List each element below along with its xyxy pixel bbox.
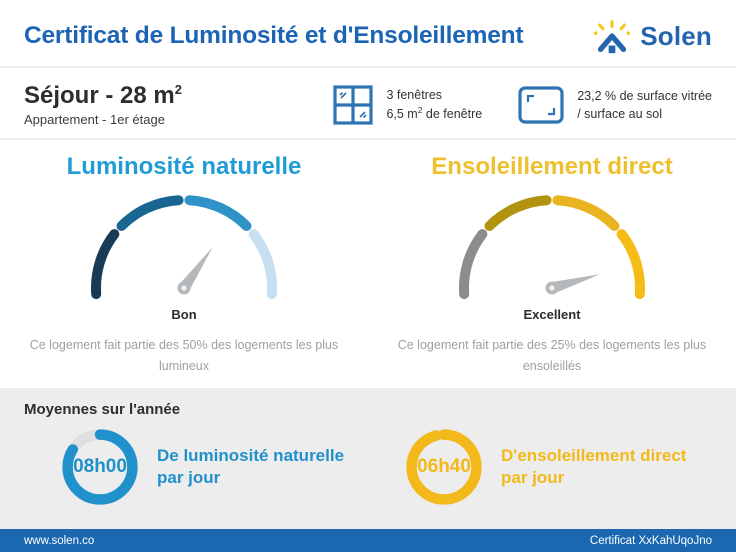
luminosity-hours: 08h00: [73, 456, 127, 477]
page-title: Certificat de Luminosité et d'Ensoleille…: [24, 22, 524, 49]
sunlight-description: Ce logement fait partie des 25% des loge…: [397, 338, 707, 373]
sunlight-ring: 06h40: [404, 427, 484, 507]
sunlight-average-label: D'ensoleillement direct par jour: [501, 445, 687, 487]
glazing-ratio: 23,2 % de surface vitrée: [577, 88, 712, 103]
footer-url: www.solen.co: [24, 534, 95, 547]
room-summary: Séjour - 28 m2 Appartement - 1er étage: [24, 82, 182, 127]
sunlight-rating: Excellent: [523, 307, 581, 322]
windows-info-text: 3 fenêtres 6,5 m2 de fenêtre: [386, 86, 482, 123]
luminosity-description: Ce logement fait partie des 50% des loge…: [29, 338, 339, 373]
sunlight-title: Ensoleillement direct: [431, 153, 673, 180]
brand-name: Solen: [640, 20, 712, 51]
solen-logo-icon: [594, 20, 631, 54]
luminosity-gauge: [0, 185, 368, 307]
averages-title: Moyennes sur l'année: [24, 401, 181, 418]
glazing-info-text: 23,2 % de surface vitrée / surface au so…: [577, 87, 712, 123]
brand: Solen: [591, 18, 712, 54]
room-info-bar: Séjour - 28 m2 Appartement - 1er étage 3…: [0, 68, 736, 140]
glazing-ratio-2: / surface au sol: [577, 107, 662, 121]
yearly-averages-panel: Moyennes sur l'année 08h00 De luminosité…: [0, 388, 736, 529]
window-icon: [333, 85, 374, 125]
luminosity-gauge-block: Luminosité naturelle Bon Ce logement fai…: [0, 153, 368, 388]
footer-bar: www.solen.co Certificat XxKahUqoJno: [0, 529, 736, 552]
averages-row: 08h00 De luminosité naturelle par jour 0…: [24, 427, 712, 507]
windows-info: 3 fenêtres 6,5 m2 de fenêtre: [333, 85, 482, 125]
header: Certificat de Luminosité et d'Ensoleille…: [0, 0, 736, 68]
luminosity-title: Luminosité naturelle: [66, 153, 302, 180]
room-subtitle: Appartement - 1er étage: [24, 111, 165, 127]
room-title: Séjour - 28 m2: [24, 82, 182, 110]
glazing-info: 23,2 % de surface vitrée / surface au so…: [518, 86, 712, 124]
windows-count: 3 fenêtres: [386, 88, 443, 103]
windows-area: 6,5 m2 de fenêtre: [386, 105, 483, 122]
certificate-id: Certificat XxKahUqoJno: [589, 534, 712, 547]
luminosity-average: 08h00 De luminosité naturelle par jour: [24, 427, 368, 507]
luminosity-ring: 08h00: [60, 427, 140, 507]
luminosity-rating: Bon: [171, 307, 197, 322]
surface-icon: [518, 86, 564, 124]
sunlight-average: 06h40 D'ensoleillement direct par jour: [368, 427, 712, 507]
sunlight-gauge: [368, 185, 736, 307]
luminosity-average-label: De luminosité naturelle par jour: [157, 445, 345, 487]
sunlight-hours: 06h40: [417, 456, 471, 477]
info-blocks: 3 fenêtres 6,5 m2 de fenêtre 23,2 % de s…: [333, 85, 712, 125]
gauges-section: Luminosité naturelle Bon Ce logement fai…: [0, 140, 736, 388]
sunlight-gauge-block: Ensoleillement direct Excellent Ce logem…: [368, 153, 736, 388]
